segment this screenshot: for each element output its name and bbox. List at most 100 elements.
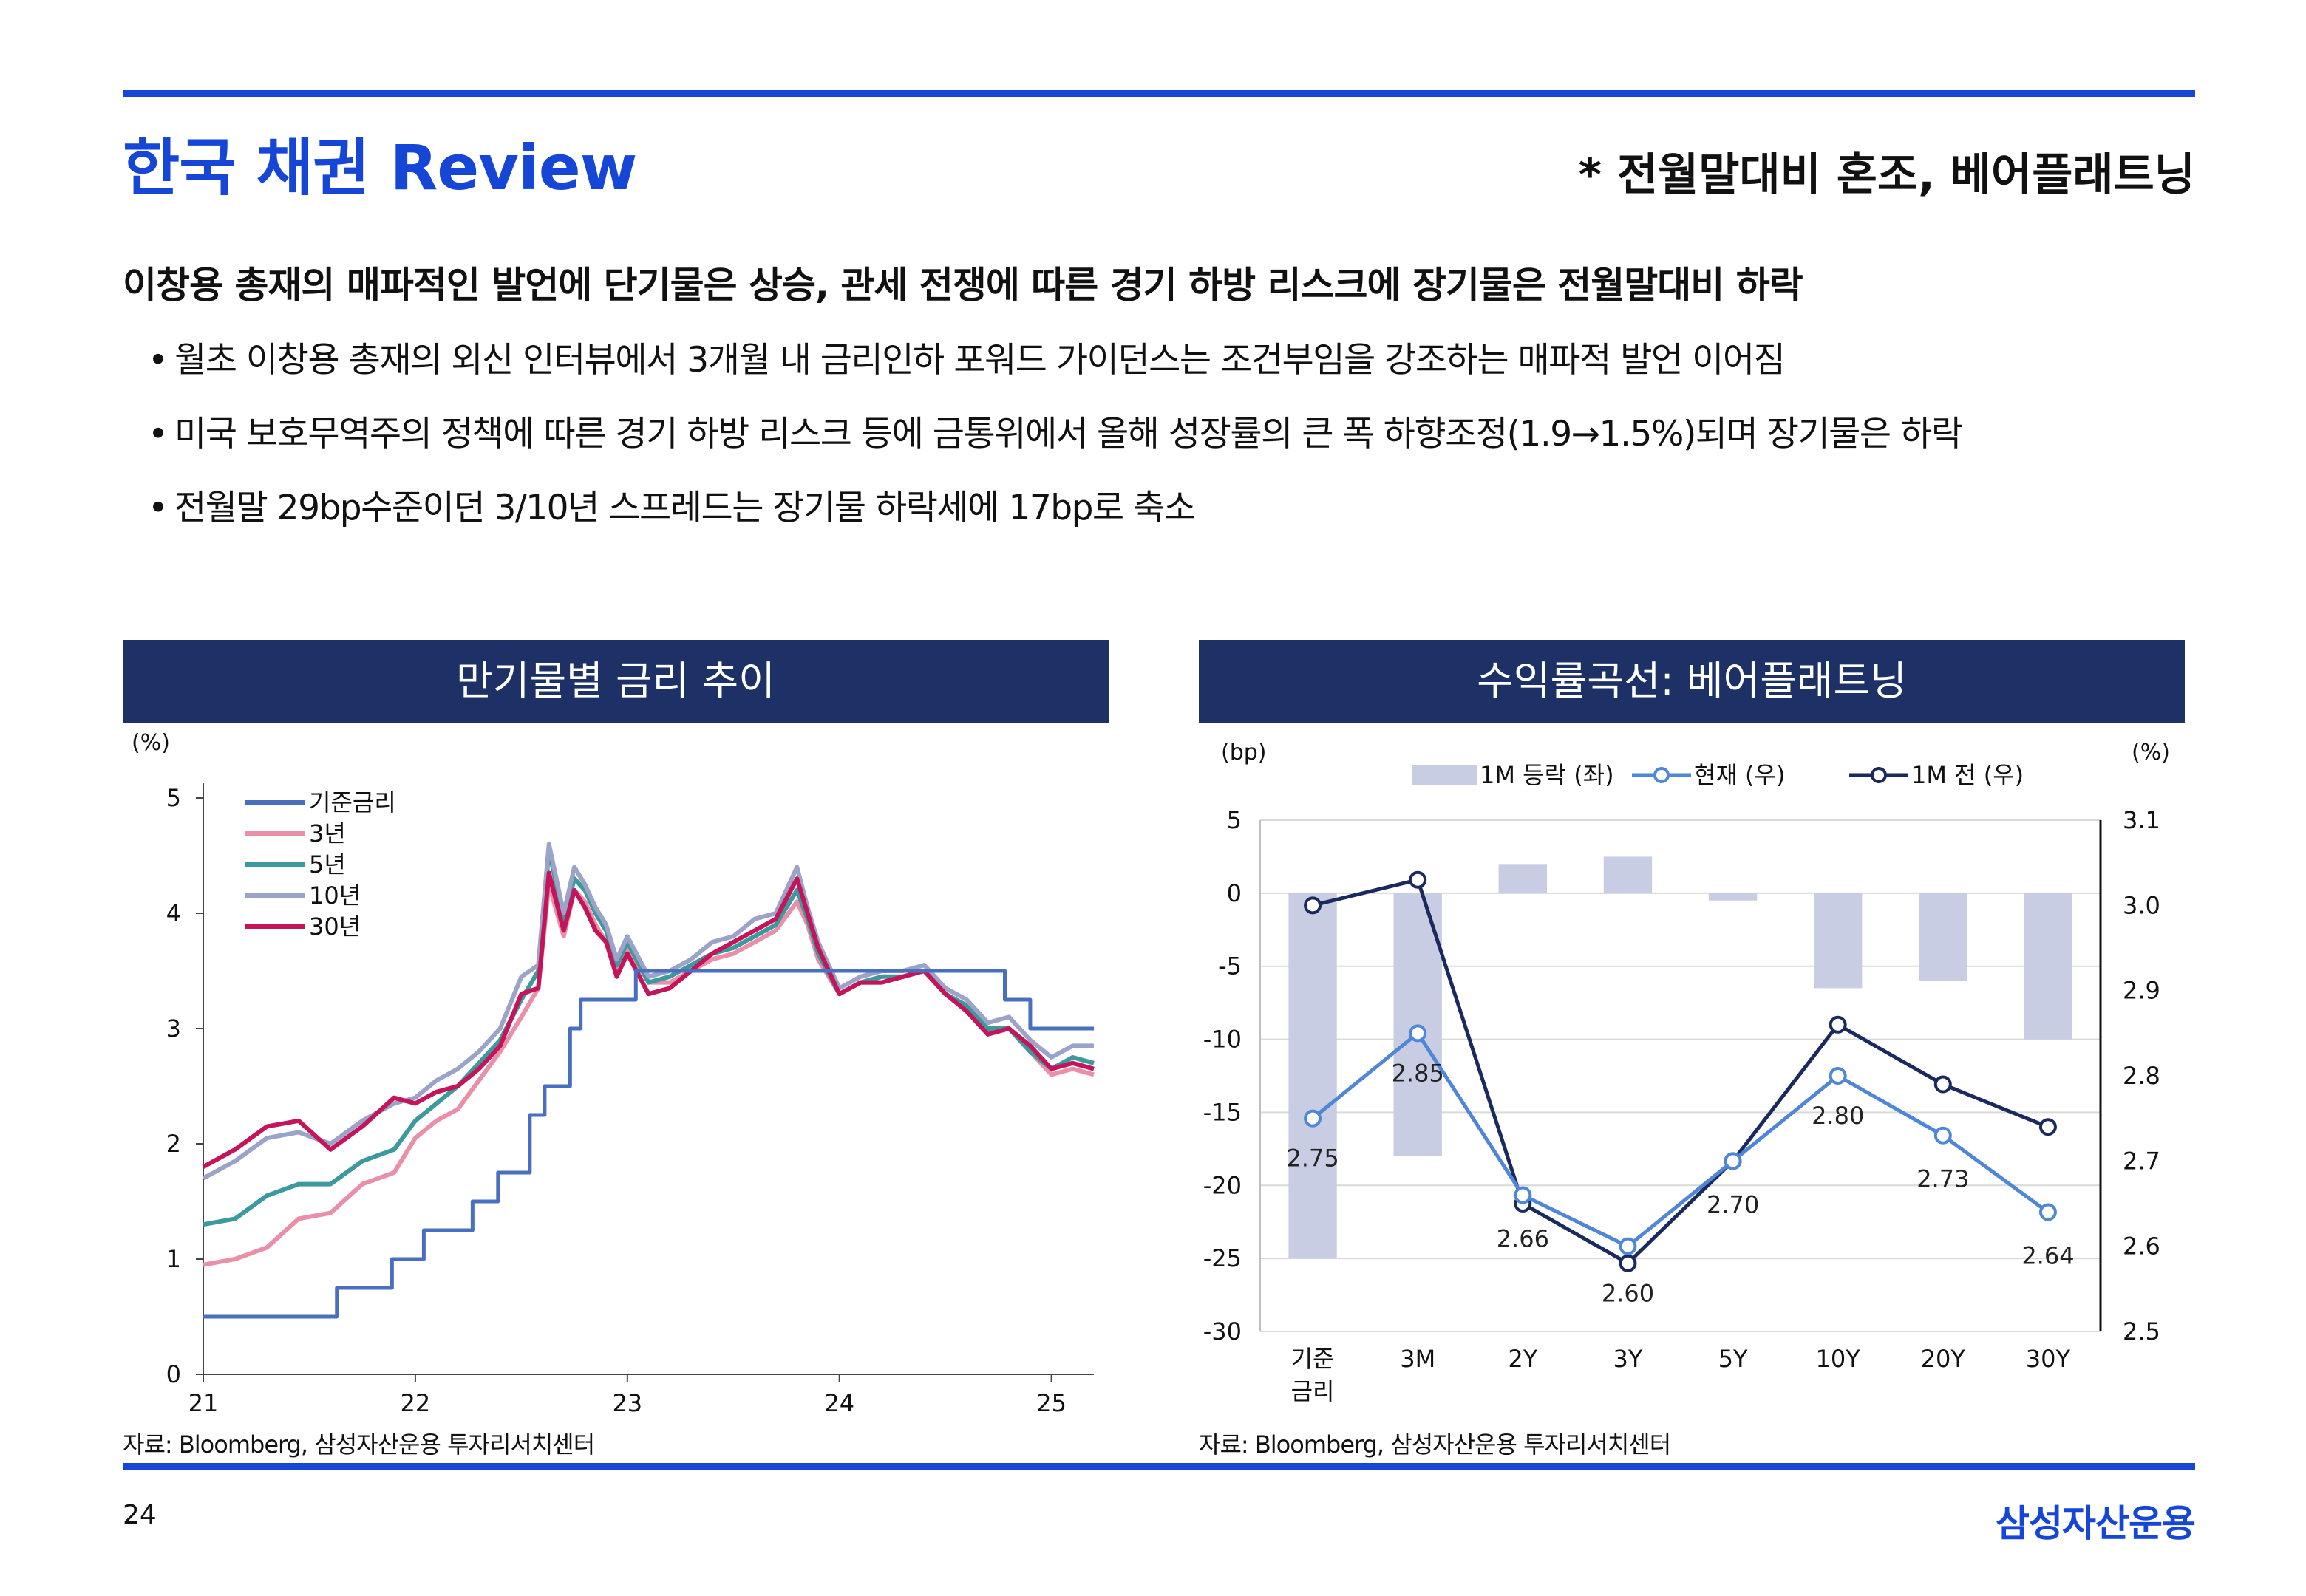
left-tick-label: -5 bbox=[1218, 952, 1242, 981]
category-label: 5Y bbox=[1718, 1345, 1748, 1373]
right-tick-label: 3.0 bbox=[2123, 891, 2160, 919]
current-curve-point bbox=[1619, 1237, 1637, 1255]
x-tick-label: 22 bbox=[401, 1389, 431, 1417]
category-label: 30Y bbox=[2026, 1345, 2071, 1373]
current-curve-point bbox=[1724, 1152, 1742, 1170]
legend-label: 10년 bbox=[309, 881, 361, 910]
left-chart-source: 자료: Bloomberg, 삼성자산운용 투자리서치센터 bbox=[123, 1430, 595, 1459]
left-tick-label: -15 bbox=[1203, 1098, 1242, 1126]
series-line-2 bbox=[203, 882, 1095, 1267]
y-tick-label: 4 bbox=[166, 899, 181, 927]
y-tick-label: 3 bbox=[166, 1014, 181, 1043]
y-axis-label: (%) bbox=[132, 730, 170, 756]
series-line-4 bbox=[202, 842, 1094, 1181]
x-tick-label: 21 bbox=[188, 1389, 219, 1417]
left-chart-title: 만기물별 금리 추이 bbox=[123, 640, 1109, 723]
bullet-item: • 월초 이창용 총재의 외신 인터뷰에서 3개월 내 금리인하 포워드 가이던스… bbox=[148, 331, 1786, 382]
right-tick-label: 2.6 bbox=[2123, 1232, 2160, 1261]
change-bar bbox=[1603, 856, 1653, 893]
change-bar bbox=[1498, 864, 1548, 893]
change-bar bbox=[2024, 893, 2072, 1040]
legend-label: 1M 전 (우) bbox=[1911, 761, 2024, 789]
legend-label: 5년 bbox=[309, 850, 346, 879]
current-curve-point bbox=[2038, 1203, 2057, 1221]
left-tick-label: 5 bbox=[1227, 806, 1242, 834]
right-tick-label: 2.7 bbox=[2123, 1147, 2160, 1175]
legend-label: 30년 bbox=[309, 913, 361, 941]
y-tick-label: 5 bbox=[166, 784, 181, 812]
company-logo: 삼성자산운용 bbox=[1996, 1502, 2196, 1545]
current-curve-line bbox=[1311, 1030, 2050, 1249]
top-rule bbox=[123, 90, 2195, 97]
category-label: 2Y bbox=[1508, 1345, 1537, 1373]
current-curve-point bbox=[1933, 1126, 1952, 1145]
right-axis-label: (%) bbox=[2132, 740, 2170, 765]
current-curve-point bbox=[1829, 1067, 1847, 1085]
change-bar bbox=[1288, 893, 1337, 1259]
prior-curve-point bbox=[2038, 1118, 2057, 1136]
y-tick-label: 1 bbox=[166, 1245, 181, 1273]
prior-curve-point bbox=[1619, 1254, 1637, 1272]
y-tick-label: 0 bbox=[166, 1360, 181, 1388]
legend-label: 1M 등락 (좌) bbox=[1480, 761, 1614, 789]
series-line-5 bbox=[202, 870, 1095, 1169]
bullet-text: 전월말 29bp수준이던 3/10년 스프레드는 장기물 하락세에 17bp로 … bbox=[174, 488, 1196, 528]
right-tick-label: 2.9 bbox=[2123, 977, 2160, 1005]
current-curve-point bbox=[1409, 1024, 1427, 1043]
category-label: 20Y bbox=[1921, 1345, 1966, 1373]
category-label: 금리 bbox=[1291, 1377, 1335, 1405]
yield-curve-chart: (bp) (%) 5 0 -5 -10 -15 -20 -25 -30 3.1 3.0 2.9 2.8 2.… bbox=[1203, 740, 2170, 1405]
prior-curve-line bbox=[1312, 877, 2049, 1266]
page-number: 24 bbox=[123, 1500, 157, 1530]
category-label: 10Y bbox=[1816, 1345, 1861, 1373]
series-line-1 bbox=[203, 969, 1094, 1319]
left-tick-label: -30 bbox=[1203, 1317, 1242, 1346]
change-bar bbox=[1813, 893, 1863, 989]
data-label: 2.64 bbox=[2021, 1242, 2074, 1270]
left-tick-label: -20 bbox=[1203, 1171, 1242, 1199]
x-tick-label: 25 bbox=[1036, 1389, 1067, 1417]
bullet-text: 미국 보호무역주의 정책에 따른 경기 하방 리스크 등에 금통위에서 올해 성… bbox=[174, 414, 1963, 454]
prior-curve-point bbox=[1304, 896, 1322, 915]
right-tick-label: 2.8 bbox=[2123, 1062, 2160, 1090]
current-curve-point bbox=[1304, 1109, 1322, 1128]
data-label: 2.70 bbox=[1707, 1190, 1759, 1218]
prior-curve-point bbox=[1409, 870, 1427, 889]
bullet-item: • 전월말 29bp수준이던 3/10년 스프레드는 장기물 하락세에 17bp로… bbox=[148, 479, 1196, 530]
data-label: 2.80 bbox=[1812, 1102, 1864, 1130]
x-tick-label: 24 bbox=[824, 1389, 854, 1417]
prior-curve-point bbox=[1933, 1075, 1952, 1094]
category-label: 3M bbox=[1400, 1345, 1435, 1373]
left-axis-label: (bp) bbox=[1221, 740, 1267, 765]
right-tick-label: 3.1 bbox=[2123, 806, 2160, 834]
category-label: 기준 bbox=[1291, 1345, 1335, 1373]
left-tick-label: 0 bbox=[1227, 879, 1242, 907]
category-label: 3Y bbox=[1613, 1345, 1642, 1373]
data-label: 2.85 bbox=[1392, 1059, 1444, 1087]
bullet-symbol: • bbox=[148, 414, 169, 454]
page-title: 한국 채권 Review bbox=[123, 132, 637, 204]
legend-marker bbox=[1653, 767, 1670, 783]
change-bar bbox=[1708, 893, 1758, 901]
y-tick-label: 2 bbox=[166, 1130, 181, 1158]
right-tick-label: 2.5 bbox=[2123, 1317, 2160, 1346]
bullet-symbol: • bbox=[148, 488, 169, 528]
right-chart-title: 수익률곡선: 베어플래트닝 bbox=[1199, 640, 2185, 723]
bottom-rule bbox=[123, 1463, 2195, 1470]
headline: 이창용 총재의 매파적인 발언에 단기물은 상승, 관세 전쟁에 따른 경기 하… bbox=[123, 264, 1803, 307]
change-bar bbox=[1919, 893, 1967, 981]
legend-label: 현재 (우) bbox=[1694, 761, 1785, 789]
data-label: 2.75 bbox=[1286, 1145, 1339, 1173]
bullet-symbol: • bbox=[148, 340, 169, 381]
current-curve-point bbox=[1514, 1186, 1532, 1204]
left-tick-label: -25 bbox=[1203, 1244, 1242, 1272]
legend-marker bbox=[1871, 767, 1887, 783]
bullet-item: • 미국 보호무역주의 정책에 따른 경기 하방 리스크 등에 금통위에서 올해 … bbox=[148, 405, 1963, 456]
legend-label: 3년 bbox=[309, 819, 346, 848]
bullet-text: 월초 이창용 총재의 외신 인터뷰에서 3개월 내 금리인하 포워드 가이던스는… bbox=[174, 340, 1786, 381]
data-label: 2.60 bbox=[1602, 1280, 1654, 1308]
left-tick-label: -10 bbox=[1203, 1026, 1242, 1054]
data-label: 2.66 bbox=[1497, 1224, 1549, 1252]
data-label: 2.73 bbox=[1916, 1165, 1969, 1193]
